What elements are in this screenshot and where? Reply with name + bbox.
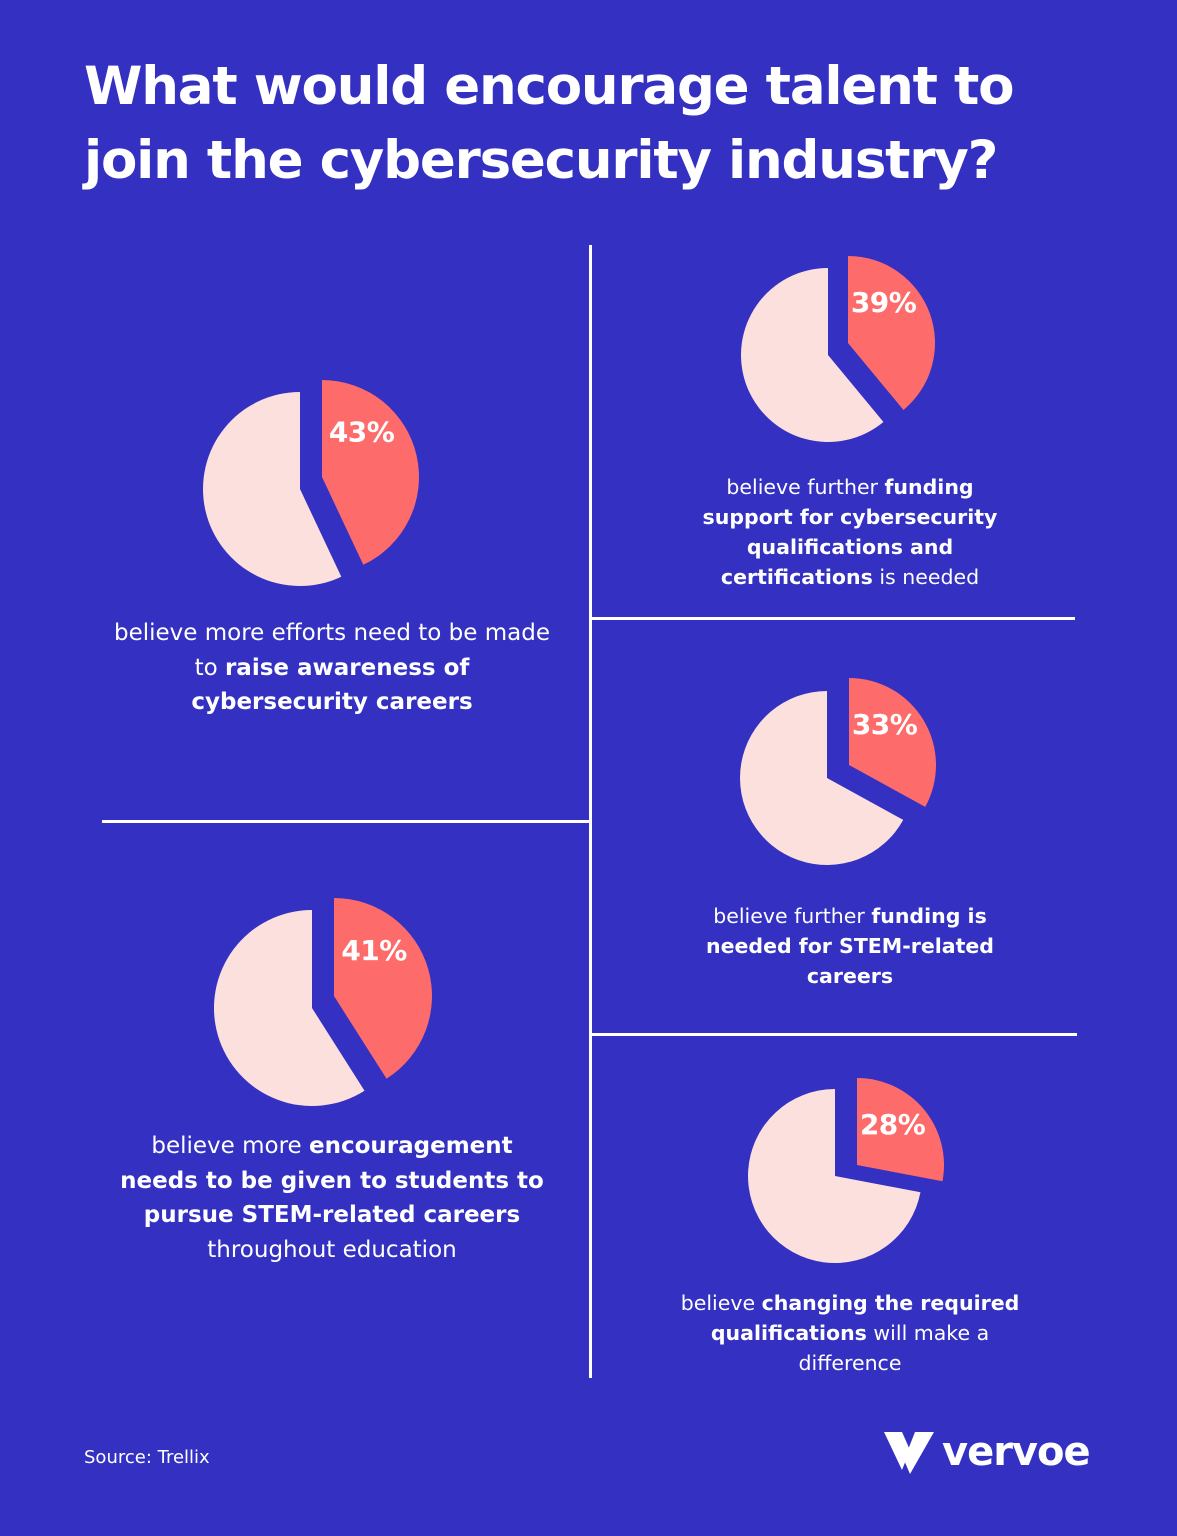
pie-chart-required-qualifications: 28%: [748, 1078, 945, 1264]
pie-chart-awareness: 43%: [203, 379, 420, 586]
page-title: What would encourage talent to join the …: [84, 56, 1015, 191]
caption-required-qualifications: believe changing the required qualificat…: [680, 1288, 1020, 1378]
pie-remainder-slice-required-qualifications: [748, 1089, 921, 1264]
brand-name: vervoe: [942, 1429, 1091, 1475]
vervoe-brand: vervoe: [884, 1429, 1091, 1475]
caption-qualifications-funding: believe further funding support for cybe…: [696, 472, 1004, 592]
pie-remainder-slice-qualifications-funding: [740, 268, 884, 442]
right-horizontal-divider-top: [592, 617, 1075, 620]
caption-segment: encouragement needs to be given to stude…: [120, 1133, 544, 1228]
caption-segment: believe further: [726, 475, 885, 499]
caption-segment: funding is needed for STEM-related caree…: [706, 904, 994, 988]
caption-stem-funding: believe further funding is needed for ST…: [696, 901, 1004, 991]
pie-percent-label-awareness: 43%: [329, 416, 395, 449]
caption-segment: raise awareness of cybersecurity careers: [191, 654, 473, 716]
pie-percent-label-required-qualifications: 28%: [860, 1108, 926, 1141]
source-note: Source: Trellix: [84, 1447, 210, 1468]
caption-student-encouragement: believe more encouragement needs to be g…: [110, 1129, 554, 1267]
pie-remainder-slice-stem-funding: [739, 691, 904, 865]
caption-segment: funding support for cybersecurity qualif…: [702, 475, 998, 589]
pie-chart-qualifications-funding: 39%: [740, 256, 935, 442]
caption-segment: is needed: [872, 565, 980, 589]
vervoe-logo-icon: [884, 1432, 934, 1474]
caption-segment: changing the required qualifications: [710, 1291, 1020, 1345]
caption-segment: believe: [680, 1291, 762, 1315]
pie-highlight-slice-student-encouragement: [334, 898, 432, 1079]
right-horizontal-divider-bottom: [592, 1033, 1077, 1036]
pie-remainder-slice-awareness: [203, 392, 342, 586]
pie-chart-student-encouragement: 41%: [213, 898, 432, 1106]
caption-segment: believe further: [713, 904, 872, 928]
pie-percent-label-stem-funding: 33%: [852, 708, 918, 741]
pie-percent-label-student-encouragement: 41%: [341, 934, 407, 967]
pie-percent-label-qualifications-funding: 39%: [851, 286, 917, 319]
left-horizontal-divider: [102, 820, 589, 823]
pie-highlight-slice-required-qualifications: [857, 1078, 945, 1182]
pie-highlight-slice-qualifications-funding: [848, 256, 935, 411]
pie-remainder-slice-student-encouragement: [213, 910, 365, 1106]
caption-segment: believe more: [151, 1133, 309, 1159]
caption-segment: will make a difference: [798, 1321, 990, 1375]
pie-highlight-slice-stem-funding: [849, 678, 936, 807]
pie-highlight-slice-awareness: [322, 379, 420, 565]
vertical-divider: [589, 245, 592, 1378]
caption-awareness: believe more efforts need to be made to …: [110, 616, 554, 720]
pie-chart-stem-funding: 33%: [739, 678, 936, 865]
caption-segment: throughout education: [207, 1236, 457, 1263]
caption-segment: believe more efforts need to be made to: [114, 620, 550, 681]
